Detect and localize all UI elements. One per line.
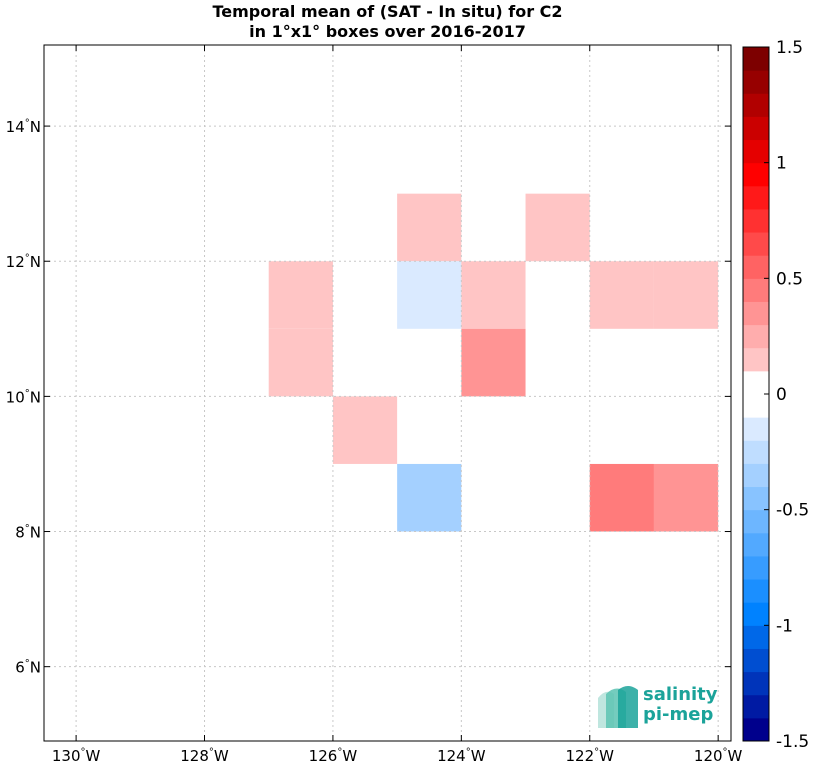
y-tick-label: 12°N <box>6 253 41 271</box>
wave-logo-icon <box>598 686 638 728</box>
x-tick-label: 120°W <box>694 747 743 763</box>
salinity-pi-mep-logo: salinity pi-mep <box>596 684 726 730</box>
heatmap-cell-3 <box>397 261 462 329</box>
colorbar-segment <box>743 301 769 326</box>
colorbar-segment <box>743 116 769 141</box>
colorbar-segment <box>743 440 769 464</box>
gridlines <box>44 45 731 741</box>
colorbar-segment <box>743 463 769 488</box>
colorbar-segment <box>743 278 769 302</box>
heatmap-cell-7 <box>268 328 333 397</box>
heatmap-cell-11 <box>589 463 654 532</box>
colorbar-segment <box>743 509 769 534</box>
heatmap-cell-2 <box>268 261 333 329</box>
heatmap-cells <box>268 193 719 532</box>
colorbar-segment <box>743 208 769 233</box>
heatmap-cell-5 <box>589 261 654 329</box>
heatmap-cell-12 <box>653 463 719 532</box>
colorbar-tick-label: -1.5 <box>776 732 809 752</box>
heatmap-cell-4 <box>461 261 526 329</box>
colorbar-segment <box>743 555 769 580</box>
heatmap-cell-1 <box>525 193 590 262</box>
colorbar-segment <box>743 324 769 349</box>
logo-text-pi-mep: pi-mep <box>643 704 714 725</box>
colorbar-tick-label: 1.5 <box>776 38 803 58</box>
x-tick-label: 130°W <box>52 747 101 763</box>
colorbar-segment <box>743 417 769 441</box>
x-tick-label: 122°W <box>566 747 615 763</box>
colorbar-segment <box>743 232 769 256</box>
colorbar-segment <box>743 532 769 557</box>
colorbar-tick-label: -1 <box>776 616 793 636</box>
chart-title-line-2: in 1°x1° boxes over 2016-2017 <box>249 22 526 41</box>
heatmap-cell-0 <box>397 193 462 262</box>
x-tick-label: 124°W <box>437 747 486 763</box>
colorbar-segment <box>743 47 769 71</box>
colorbar-segment <box>743 717 769 742</box>
colorbar-segment <box>743 139 769 164</box>
chart-title-line-1: Temporal mean of (SAT - In situ) for C2 <box>212 2 563 21</box>
colorbar-tick-label: 1 <box>776 154 787 174</box>
colorbar-segment <box>743 602 769 626</box>
logo-text-salinity: salinity <box>643 684 718 705</box>
colorbar-segment <box>743 185 769 210</box>
heatmap-cell-6 <box>653 261 719 329</box>
colorbar-segment <box>743 162 769 187</box>
colorbar-segment <box>743 648 769 673</box>
colorbar-tick-label: 0.5 <box>776 269 803 289</box>
plot-frame <box>43 44 732 742</box>
colorbar-segment <box>743 625 769 649</box>
x-tick-label: 128°W <box>180 747 229 763</box>
y-tick-label: 14°N <box>6 118 41 136</box>
colorbar-segment <box>743 93 769 117</box>
y-tick-label: 10°N <box>6 388 41 406</box>
colorbar-segment <box>743 394 769 418</box>
axis-ticks: 130°W 128°W 126°W 124°W 122°W 120°W 6°N 8°N 10°N… <box>6 45 743 763</box>
y-tick-label: 6°N <box>15 659 41 677</box>
colorbar-segment <box>743 579 769 603</box>
heatmap-cell-10 <box>397 463 462 532</box>
colorbar-segment <box>743 70 769 94</box>
colorbar-segment <box>743 255 769 279</box>
colorbar-segment <box>743 694 769 719</box>
colorbar-tick-label: -0.5 <box>776 501 809 521</box>
colorbar-tick-label: 0 <box>776 385 787 405</box>
colorbar: 1.5 1 0.5 0 -0.5 -1 -1.5 <box>742 38 809 752</box>
x-tick-label: 126°W <box>309 747 358 763</box>
colorbar-segment <box>743 671 769 696</box>
heatmap-cell-9 <box>332 396 398 464</box>
colorbar-segment <box>743 370 769 395</box>
colorbar-segment <box>743 486 769 511</box>
colorbar-segment <box>743 347 769 372</box>
heatmap-cell-8 <box>461 328 526 397</box>
y-tick-label: 8°N <box>15 524 41 542</box>
